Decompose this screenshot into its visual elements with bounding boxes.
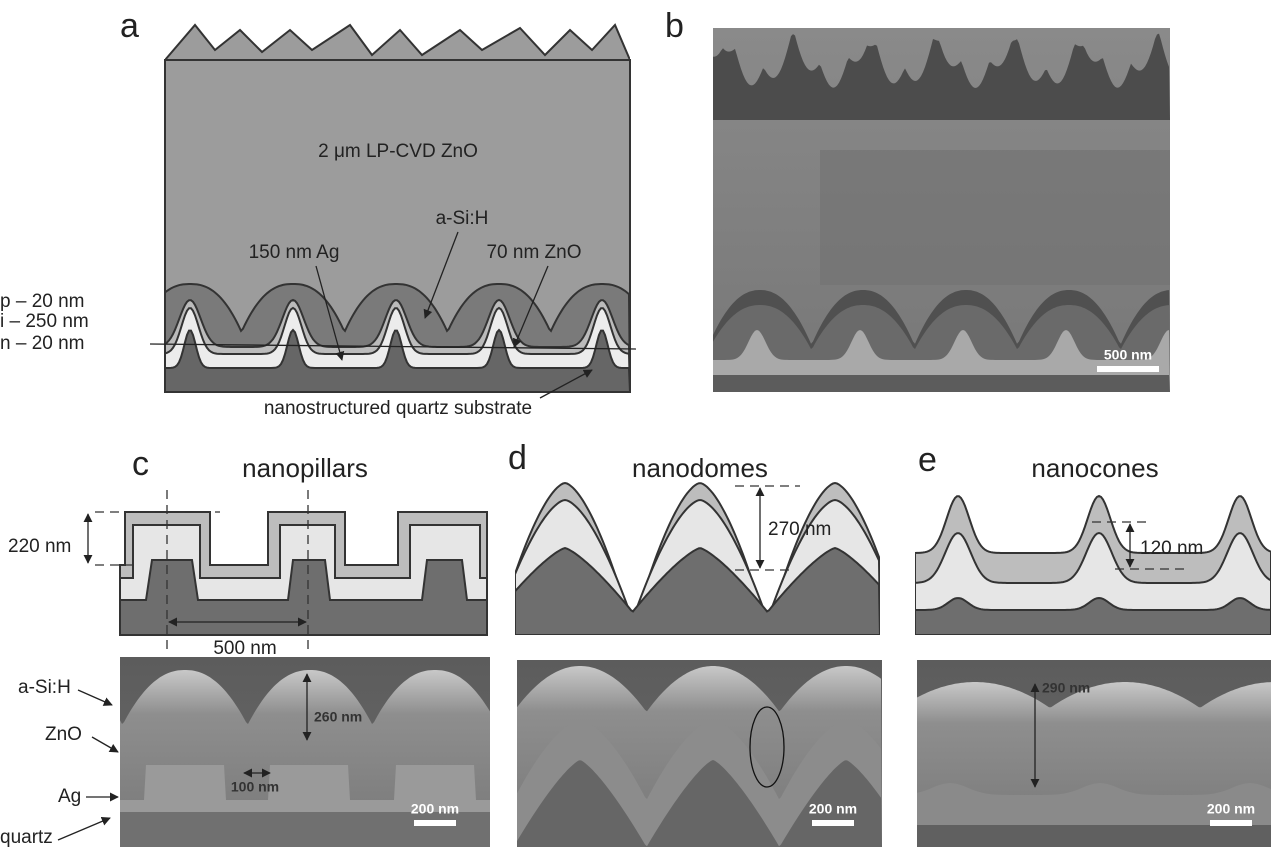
- layer-label: 70 nm ZnO: [486, 242, 581, 263]
- rough-surface: [713, 33, 1170, 120]
- sem-c: [120, 657, 490, 847]
- layer-label: a-Si:H: [18, 677, 71, 698]
- dimension-label: 260 nm: [314, 709, 362, 725]
- schematic-a: [165, 23, 630, 392]
- arrows-a: [149, 231, 637, 399]
- panel-title: nanodomes: [632, 453, 768, 483]
- dimension-label: 220 nm: [8, 536, 71, 557]
- panel-label: d: [508, 439, 527, 477]
- scale-label: 200 nm: [1207, 801, 1255, 817]
- panel-label: e: [918, 441, 937, 479]
- sem-quartz: [120, 812, 490, 847]
- panel-label: a: [120, 7, 139, 45]
- frame: [164, 59, 631, 393]
- schematic-d-annotations: [735, 485, 800, 571]
- layer-label: ZnO: [45, 724, 82, 745]
- sem-quartz: [517, 760, 882, 847]
- schematic-e-annotations: [1092, 521, 1190, 570]
- substrate: [165, 328, 630, 392]
- scale-bar: [1097, 366, 1159, 372]
- sem-b: [713, 28, 1170, 392]
- layer-label: n – 20 nm: [0, 333, 85, 354]
- scale-bar: [812, 820, 854, 826]
- panel-title: nanocones: [1031, 453, 1158, 483]
- dimension-label: 290 nm: [1042, 680, 1090, 696]
- scale-bar: [1210, 820, 1252, 826]
- layer-label: nanostructured quartz substrate: [264, 398, 532, 419]
- highlight-ellipse: [749, 706, 785, 788]
- layer-label: p – 20 nm: [0, 291, 85, 312]
- schematic-d: [515, 481, 880, 635]
- panel-title: nanopillars: [242, 453, 368, 483]
- schematic-e: [915, 494, 1271, 635]
- substrate: [515, 546, 880, 635]
- panel-label: b: [665, 7, 684, 45]
- sem-d: [517, 660, 882, 847]
- dimension-label: 120 nm: [1140, 538, 1203, 559]
- scale-label: 200 nm: [809, 801, 857, 817]
- scale-label: 200 nm: [411, 801, 459, 817]
- sem-c-annotations: [57, 673, 456, 841]
- panel-label: c: [132, 445, 149, 483]
- layer-label: Ag: [58, 786, 81, 807]
- dimension-label: 270 nm: [768, 519, 831, 540]
- layer-label: i – 250 nm: [0, 311, 89, 332]
- schematic-c: [83, 490, 488, 655]
- dimension-label: 500 nm: [213, 638, 276, 659]
- layer-label: a-Si:H: [436, 208, 489, 229]
- sem-quartz: [917, 825, 1271, 847]
- dimension-label: 100 nm: [231, 779, 279, 795]
- sem-e: [917, 660, 1271, 847]
- layer-label: 2 μm LP-CVD ZnO: [318, 141, 478, 162]
- layer-label: quartz: [0, 827, 53, 847]
- sem-substrate: [713, 375, 1170, 392]
- substrate: [915, 596, 1271, 635]
- scale-label: 500 nm: [1104, 347, 1152, 363]
- layer-label: 150 nm Ag: [249, 242, 340, 263]
